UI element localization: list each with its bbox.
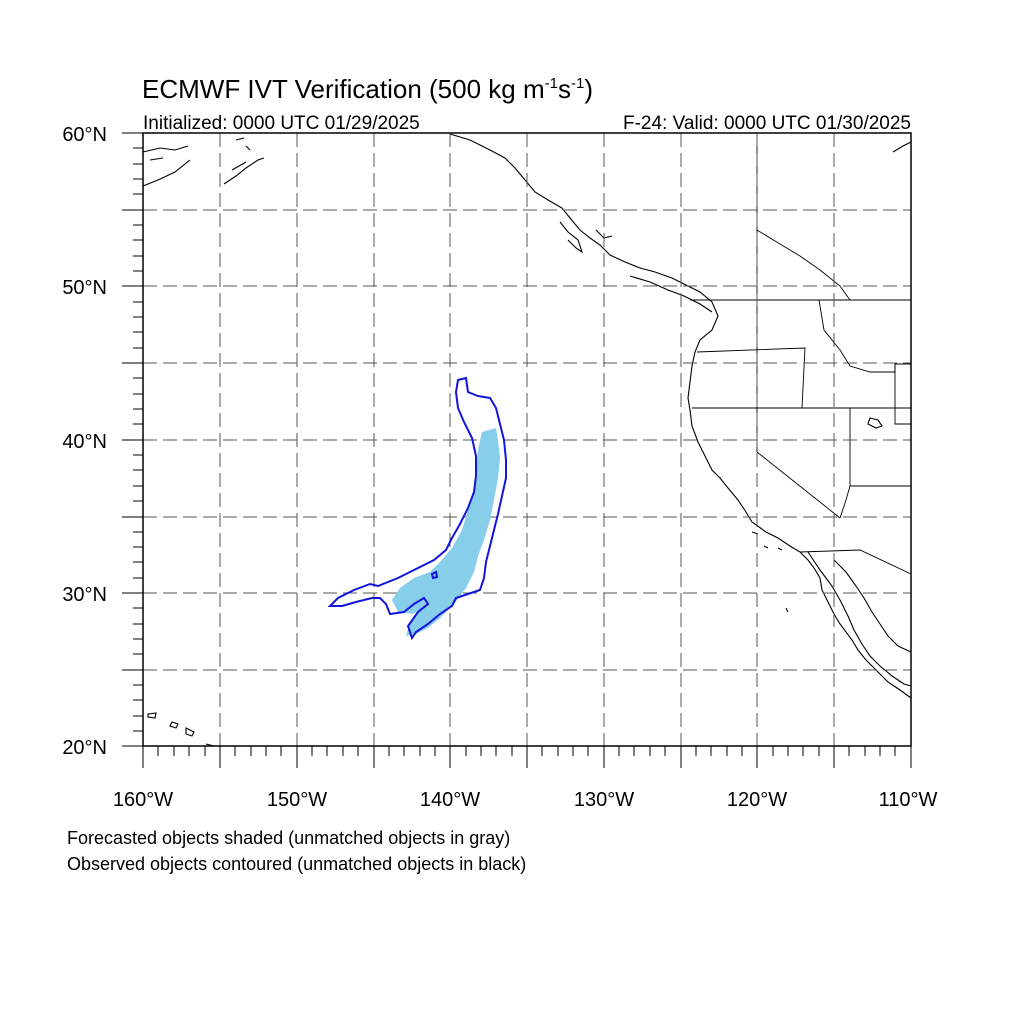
lon-label-140w: 140°W xyxy=(420,789,480,811)
lat-label-20n: 20°N xyxy=(62,737,107,759)
graticule xyxy=(143,133,911,746)
lon-label-130w: 130°W xyxy=(574,789,634,811)
lon-label-110w: 110°W xyxy=(879,789,938,811)
axis-ticks xyxy=(122,132,912,768)
figure-title: ECMWF IVT Verification (500 kg m-1s-1) xyxy=(142,74,593,104)
observed-ivt-contour[interactable] xyxy=(327,376,507,641)
lat-label-40n: 40°N xyxy=(62,431,107,453)
valid-label: F-24: Valid: 0000 UTC 01/30/2025 xyxy=(623,113,911,134)
forecast-ivt-object xyxy=(392,428,500,636)
initialized-label: Initialized: 0000 UTC 01/29/2025 xyxy=(143,113,420,134)
lat-label-60n: 60°N xyxy=(62,124,107,146)
footnote-forecast: Forecasted objects shaded (unmatched obj… xyxy=(67,828,510,848)
lat-label-30n: 30°N xyxy=(62,584,107,606)
lon-label-150w: 150°W xyxy=(267,789,327,811)
lon-label-160w: 160°W xyxy=(113,789,173,811)
observed-small-contour[interactable] xyxy=(430,570,439,580)
lon-label-120w: 120°W xyxy=(727,789,787,811)
longitude-labels: 160°W 150°W 140°W 130°W 120°W 110°W xyxy=(113,789,938,811)
map-panel xyxy=(122,132,912,768)
coastline xyxy=(142,133,912,747)
latitude-labels: 20°N 30°N 40°N 50°N 60°N xyxy=(62,124,107,759)
map-frame xyxy=(142,132,912,747)
state-borders xyxy=(690,134,912,575)
footnote-observed: Observed objects contoured (unmatched ob… xyxy=(67,854,526,874)
lat-label-50n: 50°N xyxy=(62,277,107,299)
